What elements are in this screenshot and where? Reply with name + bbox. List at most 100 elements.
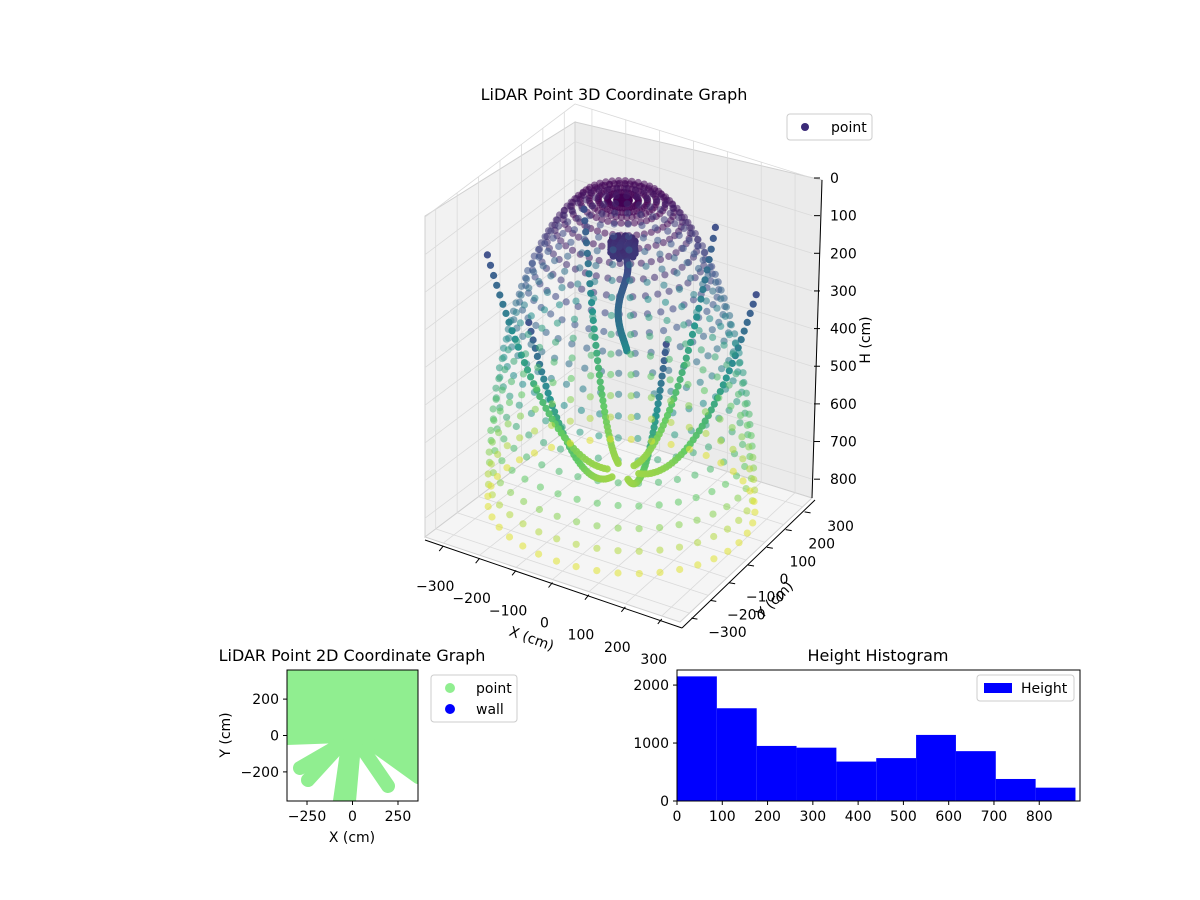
lidar-point xyxy=(510,357,518,365)
lidar-point xyxy=(586,280,594,288)
lidar-point xyxy=(676,565,684,574)
lidar-point xyxy=(643,278,651,286)
lidar-point xyxy=(593,522,601,530)
grid-line-z xyxy=(424,254,813,368)
lidar-point xyxy=(531,294,539,302)
lidar-point xyxy=(704,443,713,451)
lidar-point xyxy=(563,261,571,269)
lidar-point xyxy=(519,520,527,528)
z-tick-label-3d: 300 xyxy=(830,284,857,300)
lidar-point xyxy=(627,413,635,421)
lidar-point xyxy=(614,569,622,577)
x-tick-mark-3d xyxy=(584,594,590,600)
lidar-point xyxy=(558,284,566,292)
legend-histogram: Height xyxy=(976,674,1075,702)
lidar-point xyxy=(592,341,600,349)
lidar-point xyxy=(663,316,671,325)
lidar-point xyxy=(654,478,663,486)
lidar-point xyxy=(615,390,623,398)
lidar-point xyxy=(733,398,741,406)
lidar-point xyxy=(711,223,720,231)
lidar-point xyxy=(651,224,659,232)
lidar-point xyxy=(572,563,580,571)
lidar-point xyxy=(486,261,495,269)
lidar-point xyxy=(648,437,656,445)
lidar-point xyxy=(505,318,513,326)
lidar-point xyxy=(490,416,498,425)
lidar-point xyxy=(552,338,560,346)
grid-line-floor-y xyxy=(478,496,728,579)
lidar-point xyxy=(624,209,632,217)
lidar-point xyxy=(639,234,648,242)
lidar-point xyxy=(495,375,503,383)
lidar-point xyxy=(598,210,606,218)
lidar-point xyxy=(541,240,549,248)
lidar-point xyxy=(553,216,562,224)
lidar-point xyxy=(520,359,529,367)
lidar-point xyxy=(593,227,602,235)
lidar-point xyxy=(566,417,574,425)
x-tick-mark-3d xyxy=(657,618,663,625)
lidar-point xyxy=(600,327,608,336)
y-tick-label-3d: 300 xyxy=(827,519,854,535)
histogram-bar xyxy=(955,751,996,801)
lidar-point xyxy=(553,319,562,327)
lidar-point xyxy=(562,298,570,306)
lidar-point xyxy=(614,434,622,442)
lidar-point xyxy=(713,345,721,353)
histogram-ytick-label: 1000 xyxy=(633,736,669,752)
lidar-point xyxy=(552,292,560,301)
lidar-point xyxy=(548,421,556,429)
lidar-point xyxy=(485,448,493,456)
lidar-point xyxy=(554,490,562,498)
lidar-point xyxy=(488,438,496,446)
lidar-point xyxy=(741,400,749,408)
lidar-point xyxy=(582,239,591,247)
histogram-xtick-label: 200 xyxy=(754,809,781,825)
x-tick-label-3d: −100 xyxy=(489,603,527,619)
chart-3d-title: LiDAR Point 3D Coordinate Graph xyxy=(481,85,748,104)
lidar-point xyxy=(540,375,548,383)
lidar-point xyxy=(703,307,711,315)
lidar-point xyxy=(587,189,595,197)
lidar-point xyxy=(660,216,668,224)
y-tick-label-3d: −300 xyxy=(708,625,746,641)
lidar-point xyxy=(611,200,620,208)
lidar-point xyxy=(725,367,733,375)
lidar-point xyxy=(516,412,525,420)
chart-2d-ytick-label: 200 xyxy=(252,692,279,708)
legend-histogram-label: Height xyxy=(1021,681,1068,697)
lidar-point xyxy=(545,410,553,418)
lidar-point xyxy=(512,422,520,431)
lidar-point xyxy=(595,187,603,195)
lidar-point xyxy=(614,501,622,510)
lidar-point xyxy=(495,364,504,372)
lidar-point xyxy=(615,349,623,357)
lidar-point xyxy=(608,293,616,302)
lidar-point xyxy=(694,242,702,250)
lidar-point xyxy=(549,234,557,242)
x-tick-label-3d: 100 xyxy=(568,628,595,644)
lidar-point xyxy=(645,313,653,321)
lidar-point xyxy=(680,321,688,329)
lidar-point xyxy=(738,433,746,441)
lidar-point xyxy=(703,266,711,274)
lidar-point xyxy=(667,418,675,427)
lidar-point xyxy=(518,282,526,290)
lidar-point xyxy=(739,477,747,485)
lidar-point xyxy=(694,236,702,244)
legend-3d-frame xyxy=(786,113,873,141)
grid-line-floor-y xyxy=(564,431,803,508)
lidar-point xyxy=(683,360,691,368)
lidar-point xyxy=(487,460,495,468)
lidar-point xyxy=(658,372,666,380)
lidar-point xyxy=(604,186,612,194)
lidar-point xyxy=(593,544,601,552)
lidar-point xyxy=(588,332,596,340)
lidar-point xyxy=(644,295,652,303)
x-tick-mark-3d xyxy=(475,557,481,564)
lidar-point xyxy=(746,309,754,317)
lidar-point xyxy=(488,513,496,521)
lidar-point xyxy=(598,391,606,399)
